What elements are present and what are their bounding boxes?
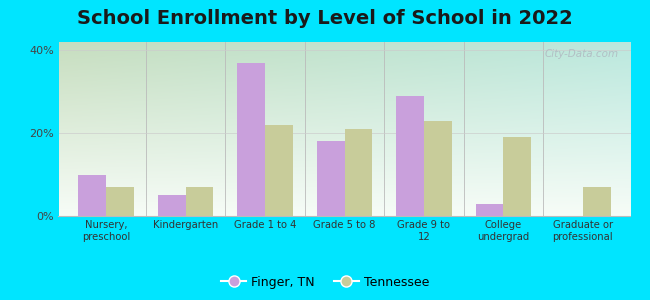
Bar xyxy=(186,187,213,216)
Bar xyxy=(424,121,452,216)
Text: School Enrollment by Level of School in 2022: School Enrollment by Level of School in … xyxy=(77,9,573,28)
Bar xyxy=(476,204,503,216)
Bar xyxy=(158,195,186,216)
Legend: Finger, TN, Tennessee: Finger, TN, Tennessee xyxy=(216,271,434,294)
Bar xyxy=(79,175,106,216)
Bar xyxy=(317,141,345,216)
Bar xyxy=(106,187,134,216)
Bar xyxy=(237,63,265,216)
Bar xyxy=(265,125,293,216)
Bar xyxy=(503,137,531,216)
Bar xyxy=(396,96,424,216)
Bar xyxy=(344,129,372,216)
Bar xyxy=(583,187,610,216)
Text: City-Data.com: City-Data.com xyxy=(545,49,619,59)
